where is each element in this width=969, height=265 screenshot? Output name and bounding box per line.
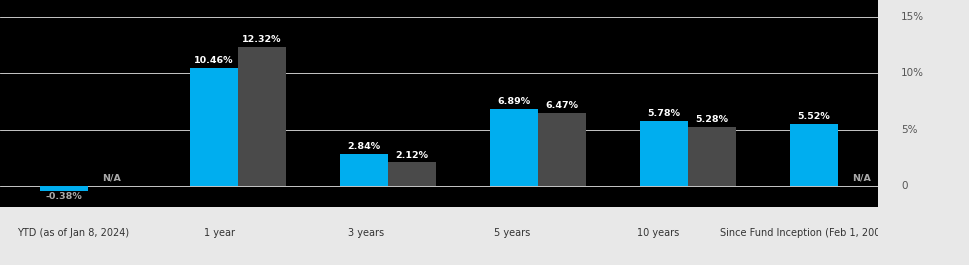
Text: 5 years: 5 years — [493, 228, 530, 238]
Bar — [190, 68, 237, 186]
Text: Since Fund Inception (Feb 1, 2007): Since Fund Inception (Feb 1, 2007) — [719, 228, 889, 238]
Text: 2.12%: 2.12% — [395, 151, 428, 160]
Bar — [789, 124, 837, 186]
Bar — [687, 127, 735, 186]
Text: 6.47%: 6.47% — [545, 101, 578, 111]
Text: 10%: 10% — [900, 68, 922, 78]
Bar — [489, 109, 538, 186]
Bar — [640, 121, 687, 186]
Bar — [40, 186, 88, 191]
Text: 5.78%: 5.78% — [646, 109, 679, 118]
Text: 1 year: 1 year — [203, 228, 234, 238]
Text: 5%: 5% — [900, 125, 917, 135]
Bar — [538, 113, 585, 186]
Text: 6.89%: 6.89% — [497, 97, 530, 106]
Bar — [339, 154, 388, 186]
Text: 10 years: 10 years — [637, 228, 679, 238]
Text: 0: 0 — [900, 181, 906, 191]
Text: N/A: N/A — [852, 174, 870, 183]
Text: YTD (as of Jan 8, 2024): YTD (as of Jan 8, 2024) — [17, 228, 129, 238]
Text: 5.52%: 5.52% — [797, 112, 829, 121]
Bar — [388, 162, 435, 186]
Text: 5.28%: 5.28% — [695, 115, 728, 124]
Text: 3 years: 3 years — [347, 228, 384, 238]
Text: 10.46%: 10.46% — [194, 56, 234, 65]
Text: 12.32%: 12.32% — [242, 36, 281, 45]
Text: 2.84%: 2.84% — [347, 143, 380, 152]
Bar — [237, 47, 286, 186]
Text: -0.38%: -0.38% — [46, 192, 82, 201]
Text: N/A: N/A — [103, 174, 121, 183]
Text: 15%: 15% — [900, 12, 923, 22]
